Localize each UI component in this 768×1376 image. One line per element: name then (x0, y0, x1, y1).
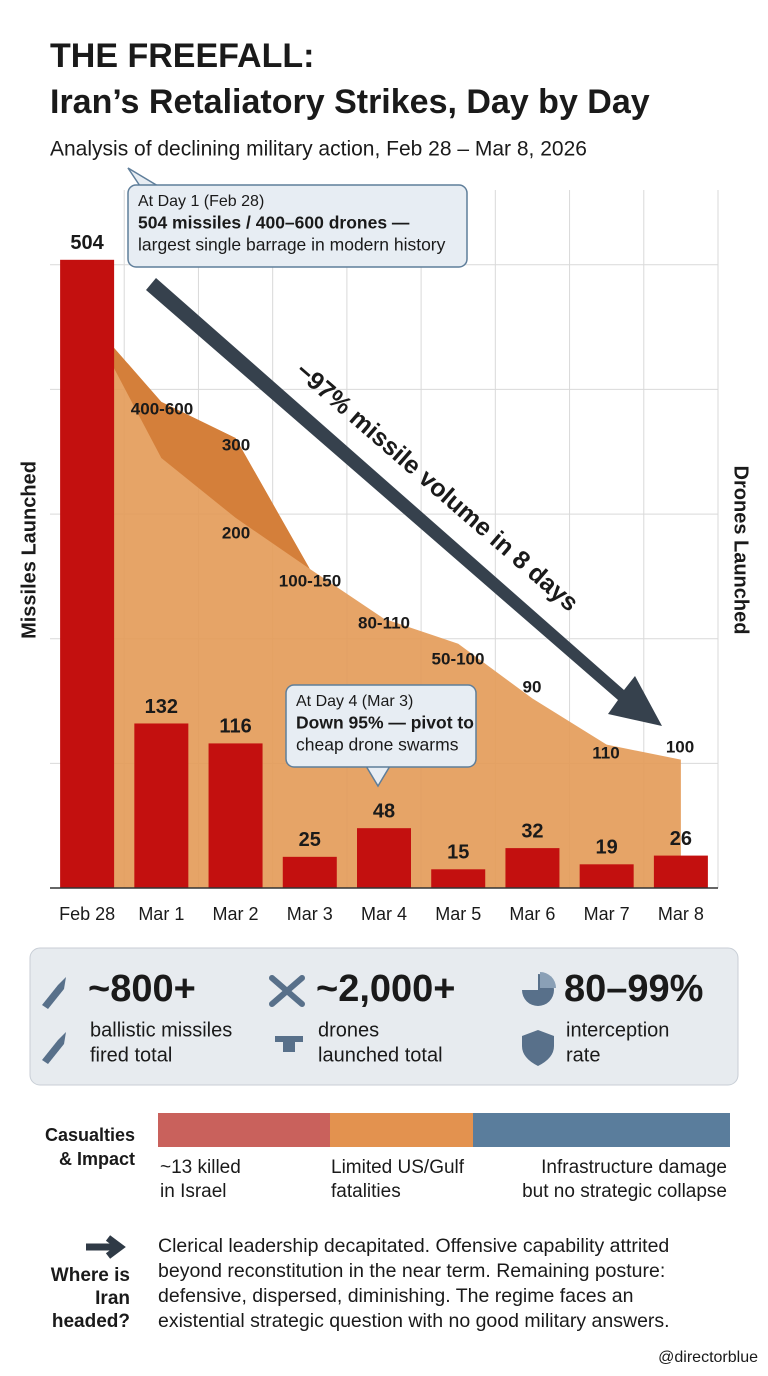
outlook-text: Clerical leadership decapitated. Offensi… (158, 1235, 669, 1257)
x-tick-label: Mar 7 (584, 904, 630, 924)
section-label: Where is (51, 1265, 130, 1286)
bar-value-label: 48 (373, 800, 395, 822)
bar-value-label: 116 (219, 716, 251, 738)
drone-label: 300 (222, 435, 250, 454)
trend-arrow (146, 278, 662, 726)
callout-text: At Day 4 (Mar 3) (296, 693, 413, 710)
bar-value-label: 25 (299, 829, 321, 851)
x-tick-label: Mar 3 (287, 904, 333, 924)
outlook-text: existential strategic question with no g… (158, 1310, 670, 1332)
outlook-text: defensive, dispersed, diminishing. The r… (158, 1285, 633, 1307)
title: Iran’s Retaliatory Strikes, Day by Day (50, 83, 650, 121)
drone-label: 400-600 (131, 399, 193, 418)
stat-text: drones (318, 1019, 379, 1041)
stat-text: launched total (318, 1044, 443, 1066)
credit: @directorblue (658, 1349, 758, 1366)
callout-box (127, 167, 161, 187)
impact-text: fatalities (331, 1181, 401, 1202)
x-tick-label: Mar 6 (509, 904, 555, 924)
callout-text: 504 missiles / 400–600 drones — (138, 213, 410, 233)
impact-text: ~13 killed (160, 1157, 241, 1178)
drone-range-band (87, 317, 310, 569)
title: THE FREEFALL: (50, 37, 314, 75)
missile-bar (505, 848, 560, 888)
stats-panel (29, 947, 739, 1086)
missile-bar (579, 864, 634, 888)
x-tick-label: Mar 1 (138, 904, 184, 924)
stats: ~800+ ballistic missiles fired total ~2,000… (88, 968, 703, 1066)
bar-value-label: 26 (670, 828, 692, 850)
stat-value: ~800+ (88, 968, 196, 1010)
callout-box (127, 184, 468, 268)
impact-text: Limited US/Gulf (331, 1157, 465, 1178)
drone-label: 50-100 (432, 649, 485, 668)
callout-text: Down 95% — pivot to (296, 713, 474, 733)
x-tick-label: Mar 8 (658, 904, 704, 924)
missile-bar (208, 743, 263, 888)
x-tick-label: Feb 28 (59, 904, 115, 924)
callout-box (285, 684, 477, 768)
impact-segment (473, 1113, 730, 1147)
callout-text: At Day 1 (Feb 28) (138, 193, 264, 210)
outlook-arrow (86, 1235, 126, 1259)
section-label: Iran (95, 1288, 130, 1309)
x-tick-label: Mar 5 (435, 904, 481, 924)
bar-value-label: 32 (521, 820, 543, 842)
impact-text: Infrastructure damage (541, 1157, 727, 1178)
bar-value-label: 15 (447, 842, 469, 864)
bar-value-label: 504 (70, 232, 104, 254)
stat-text: rate (566, 1044, 600, 1066)
missile-bar (653, 855, 708, 888)
stat-text: fired total (90, 1044, 172, 1066)
drone-label: 200 (222, 523, 250, 542)
missile-bar (282, 856, 337, 888)
callout-text: cheap drone swarms (296, 735, 459, 755)
missile-bar (60, 259, 115, 888)
chart: 504 132 116 25 48 15 32 19 26 400-600 300 200 100-15… (18, 167, 752, 924)
section-label: Casualties (45, 1125, 135, 1145)
bar-value-label: 132 (145, 696, 178, 718)
impact-segment (330, 1113, 473, 1147)
y2-axis-label: Drones Launched (730, 466, 752, 635)
x-tick-label: Mar 2 (213, 904, 259, 924)
section-label: & Impact (59, 1149, 135, 1169)
y-axis-label: Missiles Launched (18, 461, 40, 639)
drone-label: 100 (666, 737, 694, 756)
subtitle: Analysis of declining military action, F… (50, 138, 587, 161)
stat-text: interception (566, 1019, 669, 1041)
stat-text: ballistic missiles (90, 1019, 232, 1041)
stat-value: ~2,000+ (316, 968, 455, 1010)
missile-bar (357, 828, 411, 888)
drone-label: 80-110 (358, 613, 410, 632)
bar-value-label: 19 (596, 837, 618, 859)
drone-label: 90 (523, 677, 542, 696)
missile-bar (134, 723, 189, 888)
outlook-text: beyond reconstitution in the near term. … (158, 1260, 665, 1282)
stat-icons (42, 972, 556, 1066)
drone-label: 100-150 (279, 571, 341, 590)
impact-text: in Israel (160, 1181, 227, 1202)
section-label: headed? (52, 1311, 130, 1332)
x-tick-label: Mar 4 (361, 904, 407, 924)
stat-value: 80–99% (564, 968, 703, 1010)
impact-text: but no strategic collapse (522, 1181, 727, 1202)
missile-bar (431, 869, 486, 888)
impact-segment (158, 1113, 330, 1147)
callout-text: largest single barrage in modern history (138, 235, 446, 255)
drone-label: 110 (592, 743, 619, 762)
